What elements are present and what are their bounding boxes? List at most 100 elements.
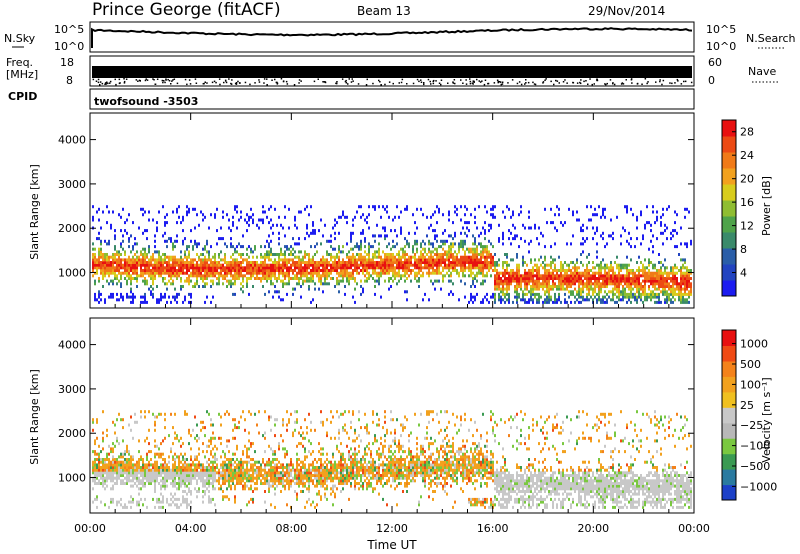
heatmap-cell (204, 482, 206, 485)
heatmap-cell (356, 242, 358, 246)
heatmap-cell (674, 263, 676, 267)
heatmap-cell (186, 245, 188, 249)
heatmap-cell (138, 466, 140, 469)
heatmap-cell (258, 218, 260, 222)
heatmap-cell (446, 250, 448, 254)
heatmap-cell (678, 253, 680, 256)
heatmap-cell (280, 266, 282, 270)
heatmap-cell (488, 229, 490, 233)
heatmap-cell (330, 255, 332, 259)
heatmap-cell (172, 500, 174, 504)
heatmap-cell (464, 263, 466, 267)
heatmap-cell (182, 229, 184, 233)
heatmap-cell (178, 292, 180, 296)
heatmap-cell (444, 229, 446, 233)
heatmap-cell (472, 261, 474, 264)
heatmap-cell (310, 269, 312, 272)
heatmap-cell (448, 210, 450, 214)
heatmap-cell (476, 253, 478, 256)
heatmap-cell (182, 482, 184, 485)
heatmap-cell (542, 300, 544, 304)
nave-point (274, 78, 276, 81)
heatmap-cell (186, 497, 188, 501)
heatmap-cell (110, 476, 112, 480)
heatmap-cell (188, 442, 190, 446)
nave-point (469, 80, 472, 83)
heatmap-cell (156, 263, 158, 267)
heatmap-cell (220, 436, 222, 440)
heatmap-cell (200, 474, 202, 477)
heatmap-cell (180, 482, 182, 485)
heatmap-cell (540, 274, 542, 278)
heatmap-cell (94, 292, 96, 296)
heatmap-cell (218, 468, 220, 472)
heatmap-cell (164, 269, 166, 272)
heatmap-cell (100, 468, 102, 472)
heatmap-cell (102, 210, 104, 214)
heatmap-cell (172, 463, 174, 467)
heatmap-cell (188, 245, 190, 249)
nave-point (496, 79, 499, 81)
heatmap-cell (220, 476, 222, 480)
heatmap-cell (200, 468, 202, 472)
heatmap-cell (200, 463, 202, 467)
heatmap-cell (464, 258, 466, 262)
heatmap-cell (312, 271, 314, 275)
heatmap-cell (362, 231, 364, 235)
heatmap-cell (162, 505, 164, 509)
heatmap-cell (470, 258, 472, 262)
heatmap-cell (234, 266, 236, 270)
heatmap-cell (168, 503, 170, 507)
heatmap-cell (516, 234, 518, 238)
heatmap-cell (404, 290, 406, 294)
heatmap-cell (112, 463, 114, 467)
heatmap-cell (600, 287, 602, 291)
heatmap-cell (112, 484, 114, 488)
heatmap-cell (148, 210, 150, 214)
heatmap-cell (212, 466, 214, 469)
heatmap-cell (484, 245, 486, 249)
heatmap-cell (224, 269, 226, 272)
heatmap-cell (266, 263, 268, 267)
heatmap-cell (196, 269, 198, 272)
heatmap-cell (198, 271, 200, 275)
heatmap-cell (146, 474, 148, 477)
heatmap-cell (530, 258, 532, 262)
heatmap-cell (552, 300, 554, 304)
heatmap-cell (688, 269, 690, 272)
heatmap-cell (676, 271, 678, 275)
heatmap-cell (388, 269, 390, 272)
heatmap-cell (134, 471, 136, 475)
nave-point (580, 79, 582, 81)
heatmap-cell (118, 460, 120, 464)
heatmap-cell (262, 221, 264, 225)
heatmap-cell (418, 258, 420, 262)
heatmap-cell (214, 460, 216, 464)
heatmap-cell (184, 471, 186, 475)
heatmap-cell (240, 245, 242, 249)
heatmap-cell (278, 274, 280, 278)
heatmap-cell (378, 253, 380, 256)
heatmap-cell (156, 221, 158, 225)
nave-point (558, 82, 560, 84)
heatmap-cell (208, 468, 210, 472)
heatmap-cell (380, 269, 382, 272)
nave-point (352, 80, 354, 82)
heatmap-cell (252, 221, 254, 225)
heatmap-cell (162, 253, 164, 256)
heatmap-cell (104, 471, 106, 475)
nave-point (230, 82, 232, 85)
heatmap-cell (626, 292, 628, 296)
heatmap-cell (186, 463, 188, 467)
nave-point (266, 78, 268, 80)
heatmap-cell (552, 277, 554, 280)
heatmap-cell (484, 295, 486, 299)
heatmap-cell (196, 495, 198, 499)
heatmap-cell (428, 298, 430, 302)
heatmap-cell (326, 274, 328, 278)
heatmap-cell (94, 460, 96, 464)
heatmap-cell (154, 460, 156, 464)
nave-point (532, 81, 534, 84)
nave-point (263, 78, 266, 80)
heatmap-cell (352, 274, 354, 278)
